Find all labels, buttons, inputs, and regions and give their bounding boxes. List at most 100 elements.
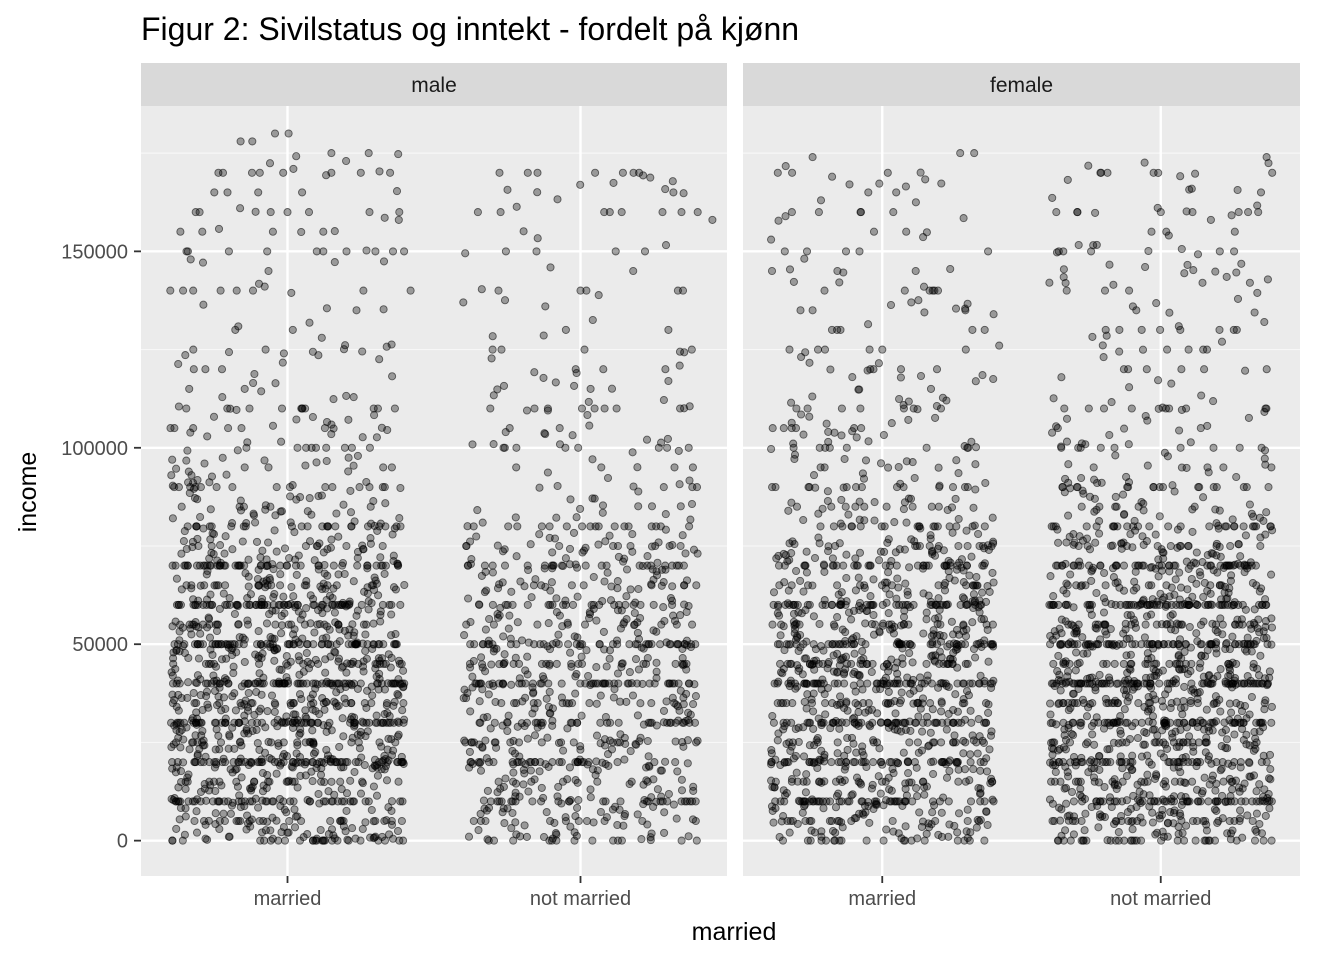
data-point: [845, 180, 854, 189]
data-point: [898, 600, 907, 609]
data-point: [1049, 659, 1058, 668]
data-point: [358, 433, 367, 442]
data-point: [219, 589, 228, 598]
data-point: [335, 742, 344, 751]
data-point: [347, 522, 356, 531]
data-point: [820, 345, 830, 354]
data-point: [542, 808, 551, 817]
data-point: [172, 824, 181, 833]
data-point: [1046, 640, 1055, 649]
data-point: [989, 797, 998, 806]
data-point: [813, 345, 823, 354]
data-point: [399, 699, 408, 708]
data-point: [793, 682, 802, 691]
data-point: [908, 679, 917, 688]
data-point: [656, 522, 665, 531]
data-point: [810, 679, 819, 688]
data-point: [577, 711, 586, 720]
data-point: [334, 654, 344, 663]
data-point: [810, 553, 820, 563]
data-point: [552, 659, 561, 668]
data-point: [212, 760, 221, 769]
data-point: [941, 578, 950, 588]
data-point: [628, 448, 637, 457]
data-point: [172, 600, 182, 609]
data-point: [193, 495, 202, 504]
data-point: [460, 631, 469, 640]
data-point: [184, 653, 193, 663]
x-tick-label: not married: [530, 888, 631, 910]
data-point: [468, 683, 477, 692]
data-point: [373, 404, 382, 413]
data-point: [277, 828, 286, 837]
data-point: [617, 659, 626, 668]
data-point: [638, 561, 647, 571]
data-point: [875, 556, 884, 565]
data-point: [353, 561, 362, 570]
data-point: [1112, 502, 1121, 511]
data-point: [1245, 758, 1254, 768]
data-point: [875, 179, 884, 188]
data-point: [384, 650, 393, 659]
data-point: [1046, 699, 1055, 708]
data-point: [870, 516, 879, 525]
data-point: [517, 758, 526, 767]
data-point: [563, 620, 572, 629]
data-point: [965, 571, 974, 580]
data-point: [937, 738, 946, 747]
data-point: [909, 600, 918, 609]
data-point: [930, 718, 939, 727]
data-point: [798, 670, 807, 679]
data-point: [1145, 802, 1154, 811]
data-point: [206, 645, 215, 654]
data-point: [378, 832, 387, 841]
data-point: [854, 721, 863, 730]
data-point: [1221, 725, 1230, 734]
data-point: [1052, 631, 1061, 640]
data-point: [512, 463, 521, 472]
chart-title: Figur 2: Sivilstatus og inntekt - fordel…: [141, 11, 799, 47]
data-point: [338, 714, 347, 723]
facet-strip-male: [141, 63, 727, 106]
data-point: [396, 600, 405, 609]
data-point: [327, 535, 336, 544]
data-point: [168, 758, 177, 767]
data-point: [533, 188, 542, 197]
data-point: [306, 797, 315, 806]
data-point: [940, 586, 950, 595]
data-point: [660, 808, 669, 817]
data-point: [188, 738, 197, 747]
data-point: [1163, 345, 1172, 354]
data-point: [243, 616, 252, 625]
data-point: [971, 653, 980, 662]
data-point: [952, 565, 961, 574]
data-point: [820, 463, 829, 472]
data-point: [988, 640, 997, 649]
data-point: [781, 162, 790, 171]
data-point: [687, 345, 696, 354]
data-point: [172, 574, 181, 583]
data-point: [660, 828, 669, 837]
data-point: [256, 553, 265, 562]
data-point: [852, 813, 861, 823]
data-point: [223, 404, 232, 413]
data-point: [600, 404, 609, 413]
data-point: [174, 706, 183, 715]
data-point: [606, 596, 616, 605]
data-point: [287, 288, 296, 297]
data-point: [177, 502, 186, 511]
data-point: [526, 766, 535, 775]
data-point: [182, 456, 191, 465]
data-point: [166, 286, 175, 295]
data-point: [228, 723, 237, 732]
data-point: [594, 291, 603, 300]
data-point: [271, 379, 280, 388]
data-point: [488, 561, 497, 570]
data-point: [834, 590, 843, 599]
data-point: [680, 581, 689, 590]
data-point: [228, 545, 237, 554]
data-point: [807, 816, 816, 826]
data-point: [254, 188, 263, 197]
data-point: [290, 805, 299, 814]
